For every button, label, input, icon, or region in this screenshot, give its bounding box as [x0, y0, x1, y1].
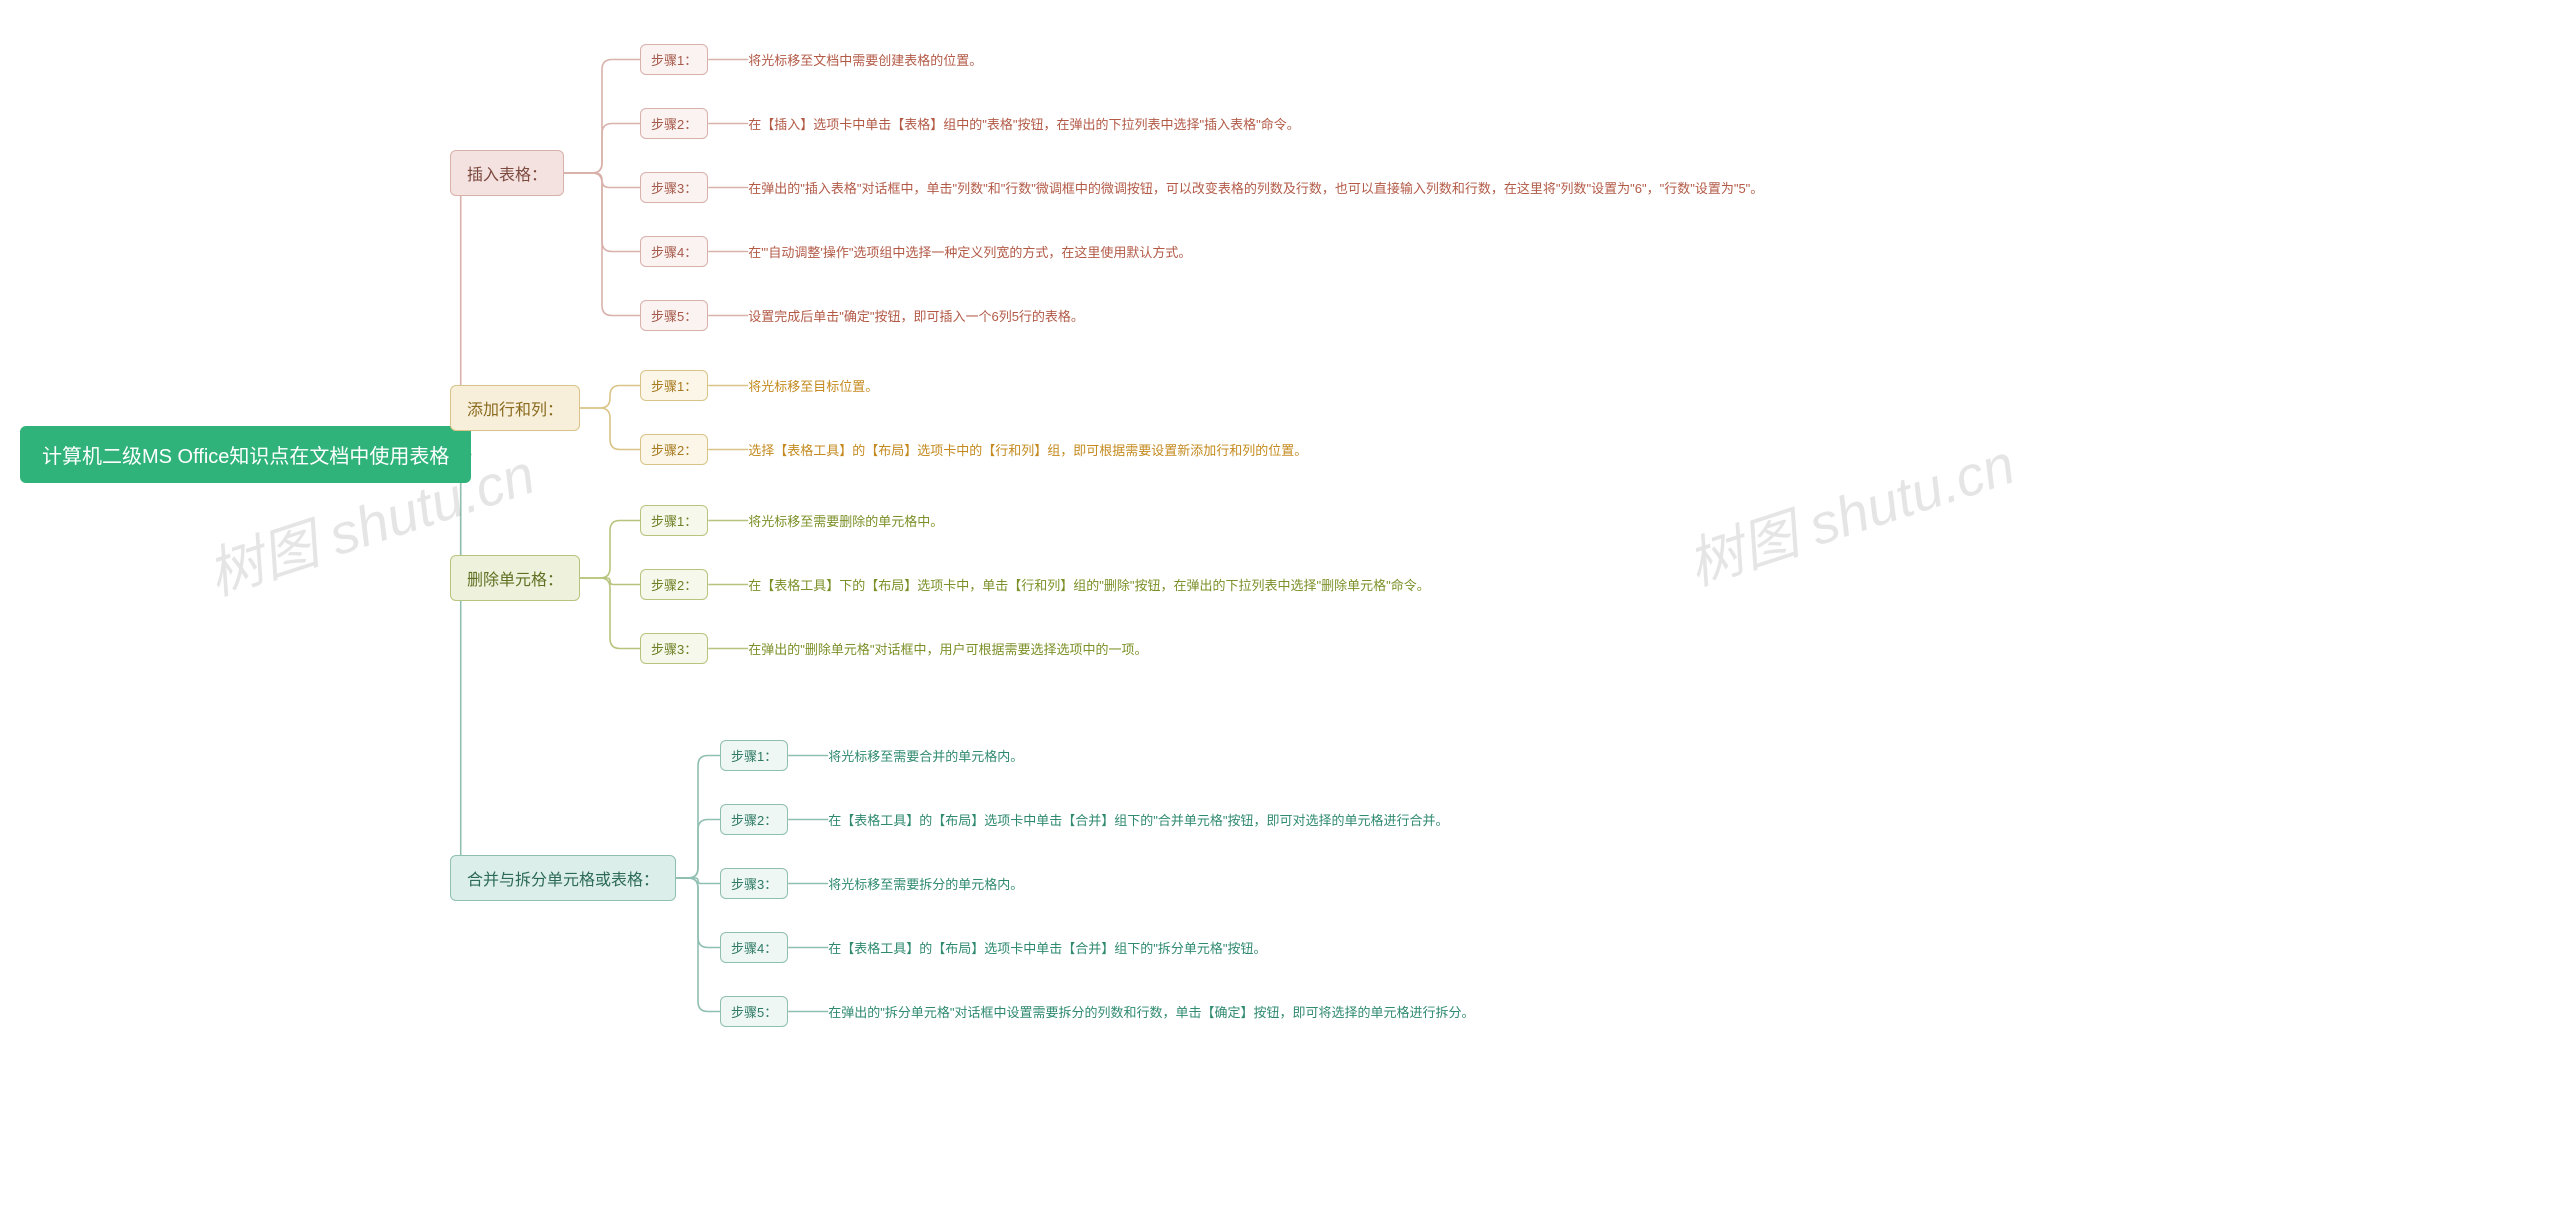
- connector: [676, 878, 720, 1012]
- step-b1-2: 步骤2：: [640, 108, 708, 139]
- step-b3-3: 步骤3：: [640, 633, 708, 664]
- detail-b3-1: 将光标移至需要删除的单元格中。: [748, 511, 943, 530]
- step-b4-3: 步骤3：: [720, 868, 788, 899]
- detail-b1-2: 在【插入】选项卡中单击【表格】组中的"表格"按钮，在弹出的下拉列表中选择"插入表…: [748, 114, 1299, 133]
- step-b3-1: 步骤1：: [640, 505, 708, 536]
- step-b4-5: 步骤5：: [720, 996, 788, 1027]
- detail-b4-3: 将光标移至需要拆分的单元格内。: [828, 874, 1023, 893]
- connector: [564, 60, 640, 174]
- connector: [676, 878, 720, 884]
- connector: [564, 124, 640, 174]
- step-b1-5: 步骤5：: [640, 300, 708, 331]
- detail-b3-3: 在弹出的"删除单元格"对话框中，用户可根据需要选择选项中的一项。: [748, 639, 1147, 658]
- detail-b4-2: 在【表格工具】的【布局】选项卡中单击【合并】组下的"合并单元格"按钮，即可对选择…: [828, 810, 1448, 829]
- root-node: 计算机二级MS Office知识点在文档中使用表格: [20, 426, 471, 483]
- detail-b4-4: 在【表格工具】的【布局】选项卡中单击【合并】组下的"拆分单元格"按钮。: [828, 938, 1266, 957]
- connector: [580, 521, 640, 579]
- detail-b4-1: 将光标移至需要合并的单元格内。: [828, 746, 1023, 765]
- step-b4-1: 步骤1：: [720, 740, 788, 771]
- branch-b4: 合并与拆分单元格或表格：: [450, 855, 676, 901]
- detail-b1-5: 设置完成后单击"确定"按钮，即可插入一个6列5行的表格。: [748, 306, 1084, 325]
- connector: [580, 578, 640, 649]
- connector: [564, 173, 640, 188]
- step-b3-2: 步骤2：: [640, 569, 708, 600]
- connector: [580, 386, 640, 409]
- step-b2-2: 步骤2：: [640, 434, 708, 465]
- step-b1-1: 步骤1：: [640, 44, 708, 75]
- connector: [676, 756, 720, 879]
- detail-b1-1: 将光标移至文档中需要创建表格的位置。: [748, 50, 982, 69]
- detail-b1-4: 在"'自动调整'操作"选项组中选择一种定义列宽的方式，在这里使用默认方式。: [748, 242, 1191, 261]
- step-b4-4: 步骤4：: [720, 932, 788, 963]
- branch-b1: 插入表格：: [450, 150, 564, 196]
- detail-b2-1: 将光标移至目标位置。: [748, 376, 878, 395]
- detail-b2-2: 选择【表格工具】的【布局】选项卡中的【行和列】组，即可根据需要设置新添加行和列的…: [748, 440, 1307, 459]
- branch-b3: 删除单元格：: [450, 555, 580, 601]
- detail-b1-3: 在弹出的"插入表格"对话框中，单击"列数"和"行数"微调框中的微调按钮，可以改变…: [748, 178, 1763, 197]
- step-b4-2: 步骤2：: [720, 804, 788, 835]
- branch-b2: 添加行和列：: [450, 385, 580, 431]
- connector: [676, 820, 720, 879]
- step-b2-1: 步骤1：: [640, 370, 708, 401]
- connector: [676, 878, 720, 948]
- detail-b4-5: 在弹出的"拆分单元格"对话框中设置需要拆分的列数和行数，单击【确定】按钮，即可将…: [828, 1002, 1474, 1021]
- watermark-2: 树图 shutu.cn: [1676, 420, 2024, 602]
- step-b1-3: 步骤3：: [640, 172, 708, 203]
- connector: [564, 173, 640, 252]
- connector: [580, 578, 640, 585]
- connector: [450, 455, 471, 879]
- detail-b3-2: 在【表格工具】下的【布局】选项卡中，单击【行和列】组的"删除"按钮，在弹出的下拉…: [748, 575, 1429, 594]
- connector: [564, 173, 640, 316]
- step-b1-4: 步骤4：: [640, 236, 708, 267]
- connector: [580, 408, 640, 450]
